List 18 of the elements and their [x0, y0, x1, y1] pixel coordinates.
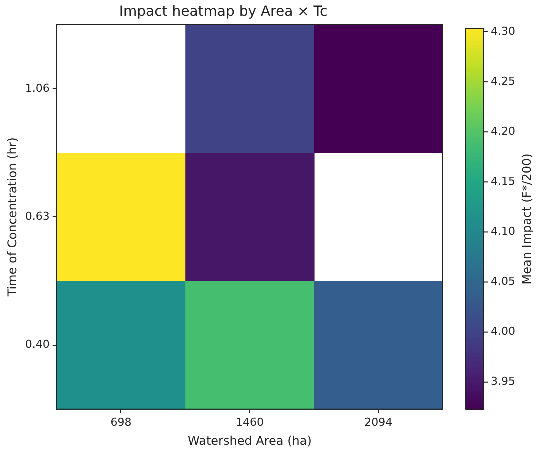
x-tick-label: 698 — [110, 416, 132, 429]
color-bar-label: 4.25 — [491, 74, 516, 88]
chart-title: Impact heatmap by Area × Tc — [119, 4, 328, 20]
color-bar-label: 4.00 — [491, 325, 516, 338]
color-bar-label: 4.20 — [491, 124, 516, 138]
color-bar-label: 4.15 — [491, 175, 516, 188]
color-bar-title: Mean Impact (F*/200) — [520, 154, 534, 285]
color-bar-label: 4.10 — [491, 225, 516, 238]
x-tick-label: 2094 — [364, 416, 393, 429]
x-tick-label: 1460 — [236, 416, 264, 429]
x-axis-title: Watershed Area (ha) — [188, 434, 312, 448]
y-axis-title: Time of Concentration (hr) — [5, 138, 20, 298]
color-bar-label: 4.05 — [491, 275, 516, 288]
y-tick-label: 0.63 — [25, 210, 50, 223]
color-bar-label: 3.95 — [491, 375, 516, 388]
y-tick-label: 0.40 — [25, 338, 50, 352]
y-tick-label: 1.06 — [25, 82, 50, 95]
color-bar-label: 4.30 — [491, 24, 516, 38]
